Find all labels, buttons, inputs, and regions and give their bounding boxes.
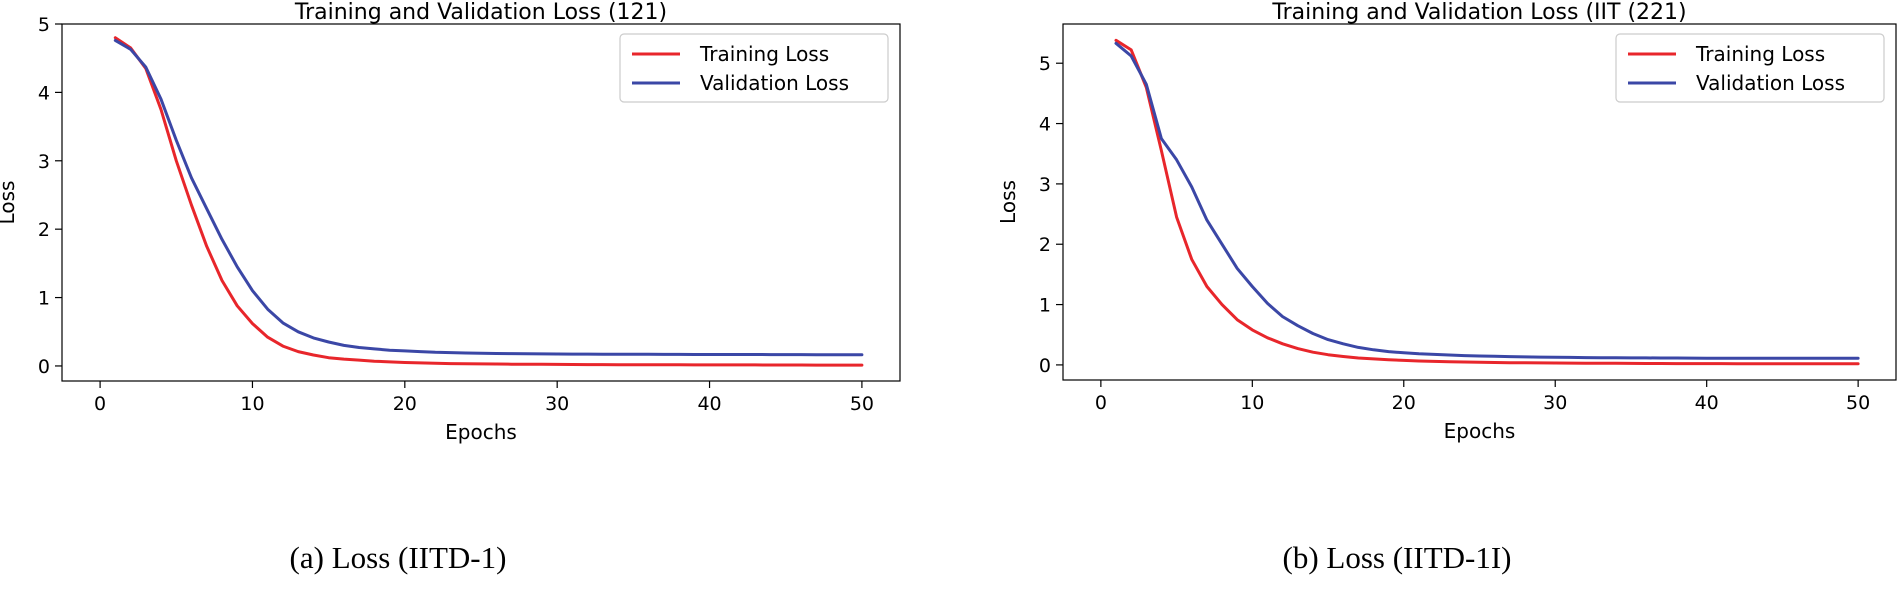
chart-a: Training and Validation Loss (121)0 10 20 3… bbox=[0, 0, 901, 444]
y-tick-label: 1 bbox=[1039, 295, 1051, 317]
y-axis-label: Loss bbox=[0, 181, 19, 225]
x-tick-label: 20 bbox=[1392, 392, 1416, 414]
legend: Training Loss Validation Loss bbox=[1615, 33, 1885, 103]
legend-label: Validation Loss bbox=[1696, 71, 1845, 95]
x-tick-label: 40 bbox=[1695, 392, 1719, 414]
plot-frame bbox=[61, 23, 901, 382]
legend-box bbox=[619, 33, 889, 103]
chart-b: Training and Validation Loss (IIT (221) 0… bbox=[996, 0, 1897, 443]
x-tick-label: 10 bbox=[1240, 392, 1264, 414]
chart-title: Training and Validation Loss (121) bbox=[294, 0, 667, 25]
y-tick-label: 0 bbox=[1039, 355, 1051, 377]
legend-label: Training Loss bbox=[1695, 42, 1825, 66]
legend-label: Validation Loss bbox=[700, 71, 849, 95]
x-tick-label: 0 bbox=[1095, 392, 1107, 414]
chart-title: Training and Validation Loss (IIT (221) bbox=[1271, 0, 1686, 25]
caption-a: (a) Loss (IITD-1) bbox=[289, 540, 507, 575]
training-loss-line bbox=[1114, 38, 1860, 366]
x-tick-label: 40 bbox=[697, 393, 721, 415]
legend-box bbox=[1615, 33, 1885, 103]
x-tick-label: 50 bbox=[1846, 392, 1870, 414]
x-tick-label: 30 bbox=[545, 393, 569, 415]
y-tick-label: 2 bbox=[38, 219, 50, 241]
x-tick-label: 10 bbox=[240, 393, 264, 415]
x-tick-label: 30 bbox=[1543, 392, 1567, 414]
y-tick-label: 2 bbox=[1039, 234, 1051, 256]
y-tick-label: 4 bbox=[38, 82, 50, 104]
y-axis-label: Loss bbox=[996, 180, 1020, 224]
x-tick-label: 20 bbox=[393, 393, 417, 415]
y-tick-label: 0 bbox=[38, 356, 50, 378]
y-tick-label: 1 bbox=[38, 288, 50, 310]
legend: Training Loss Validation Loss bbox=[619, 33, 889, 103]
validation-loss-line bbox=[1114, 41, 1860, 360]
x-tick-label: 50 bbox=[850, 393, 874, 415]
y-tick-label: 3 bbox=[1039, 174, 1051, 196]
x-axis-label: Epochs bbox=[1444, 419, 1516, 443]
validation-loss-line bbox=[113, 38, 864, 357]
y-tick-label: 4 bbox=[1039, 114, 1051, 136]
x-axis-label: Epochs bbox=[445, 420, 517, 444]
legend-label: Training Loss bbox=[699, 42, 829, 66]
caption-b: (b) Loss (IITD-1I) bbox=[1282, 540, 1512, 575]
training-loss-line bbox=[113, 36, 864, 367]
plot-frame bbox=[1062, 23, 1897, 381]
y-tick-label: 5 bbox=[1039, 53, 1051, 75]
x-tick-label: 0 bbox=[94, 393, 106, 415]
y-tick-label: 5 bbox=[38, 14, 50, 36]
y-tick-label: 3 bbox=[38, 151, 50, 173]
